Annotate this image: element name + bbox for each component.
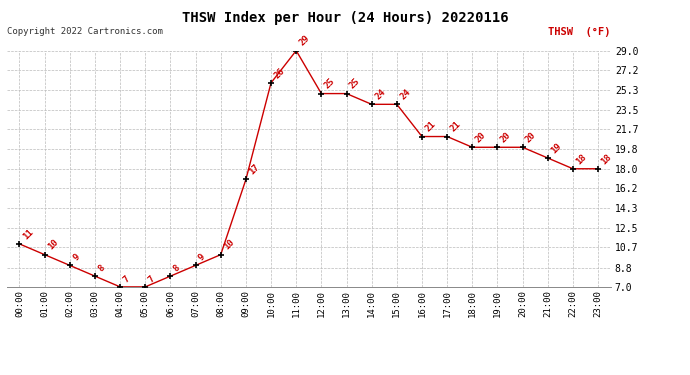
Text: 10: 10 [222,238,236,252]
Text: Copyright 2022 Cartronics.com: Copyright 2022 Cartronics.com [7,27,163,36]
Text: THSW  (°F): THSW (°F) [548,27,611,37]
Text: 9: 9 [71,252,81,262]
Text: 8: 8 [97,263,106,273]
Text: 21: 21 [424,120,437,134]
Text: 20: 20 [473,130,488,144]
Text: 19: 19 [549,141,563,155]
Text: 26: 26 [273,66,286,80]
Text: 7: 7 [121,274,132,284]
Text: 11: 11 [21,227,34,241]
Text: 24: 24 [398,88,412,102]
Text: 8: 8 [172,263,182,273]
Text: 17: 17 [247,163,262,177]
Text: 25: 25 [323,77,337,91]
Text: 18: 18 [574,152,589,166]
Text: 9: 9 [197,252,207,262]
Text: 18: 18 [600,152,613,166]
Text: 7: 7 [147,274,157,284]
Text: 21: 21 [448,120,462,134]
Text: 20: 20 [499,130,513,144]
Text: 10: 10 [46,238,60,252]
Text: 24: 24 [373,88,387,102]
Text: 20: 20 [524,130,538,144]
Text: 25: 25 [348,77,362,91]
Text: 29: 29 [297,34,312,48]
Text: THSW Index per Hour (24 Hours) 20220116: THSW Index per Hour (24 Hours) 20220116 [181,11,509,25]
